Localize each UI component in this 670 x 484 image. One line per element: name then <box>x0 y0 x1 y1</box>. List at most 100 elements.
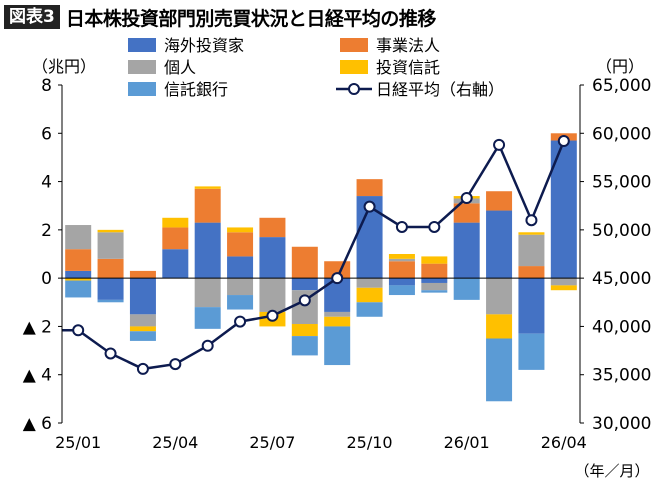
bar-1-13 <box>486 191 513 211</box>
legend-label-4: 信託銀行 <box>164 80 228 99</box>
bar-1-12 <box>453 203 480 223</box>
bar-0-13 <box>486 210 513 279</box>
bar-0-11 <box>421 278 448 283</box>
nikkei-point-12 <box>460 191 473 204</box>
x-tick-label-3: 25/10 <box>347 433 393 452</box>
legend-swatch-0 <box>128 38 156 52</box>
bar-4-7 <box>291 336 318 356</box>
bar-4-1 <box>97 299 124 303</box>
bar-1-11 <box>421 263 448 279</box>
bar-3-2 <box>129 326 156 332</box>
bar-3-10 <box>388 254 415 259</box>
left-tick-label-6: ▲ 4 <box>23 366 52 386</box>
bar-4-2 <box>129 331 156 341</box>
bar-4-11 <box>421 290 448 293</box>
legend-label-5: 日経平均（右軸） <box>376 80 504 99</box>
bar-2-4 <box>194 278 221 308</box>
x-tick-label-5: 26/04 <box>541 433 587 452</box>
bar-3-8 <box>324 316 351 327</box>
bar-4-13 <box>486 338 513 402</box>
nikkei-line <box>62 135 570 375</box>
legend-label-1: 事業法人 <box>376 36 440 55</box>
title-text: 日本株投資部門別売買状況と日経平均の推移 <box>65 7 437 30</box>
right-tick-label-5: 40,000 <box>592 317 651 337</box>
legend-swatch-4 <box>128 82 156 96</box>
left-axis-unit: （兆円） <box>32 57 96 76</box>
bar-0-0 <box>65 270 92 279</box>
right-tick-label-6: 35,000 <box>592 366 651 386</box>
bar-0-7 <box>291 278 318 291</box>
bars <box>65 133 577 402</box>
bar-3-7 <box>291 324 318 337</box>
bar-4-10 <box>388 285 415 296</box>
left-tick-label-0: 8 <box>41 76 52 96</box>
legend-label-0: 海外投資家 <box>164 36 244 55</box>
bar-0-4 <box>194 222 221 279</box>
bar-0-2 <box>129 278 156 315</box>
bar-3-11 <box>421 256 448 264</box>
bar-0-3 <box>162 249 189 279</box>
bar-4-4 <box>194 307 221 329</box>
bar-3-9 <box>356 287 383 303</box>
bar-0-12 <box>453 222 480 279</box>
left-tick-label-5: ▲ 2 <box>23 317 52 337</box>
x-tick-label-1: 25/04 <box>152 433 198 452</box>
figure-label: 図表3 <box>4 5 60 29</box>
bar-3-15 <box>550 285 577 291</box>
bar-4-8 <box>324 326 351 366</box>
bar-1-3 <box>162 227 189 250</box>
bar-3-4 <box>194 186 221 189</box>
nikkei-point-5 <box>234 315 247 328</box>
nikkei-point-0 <box>72 324 85 337</box>
bar-1-14 <box>518 266 545 279</box>
bar-4-5 <box>227 295 254 310</box>
left-tick-label-7: ▲ 6 <box>23 414 52 434</box>
bar-2-5 <box>227 278 254 296</box>
nikkei-point-7 <box>298 294 311 307</box>
legend-swatch-2 <box>128 60 156 74</box>
bar-4-12 <box>453 278 480 300</box>
legend-swatch-3 <box>340 60 368 74</box>
bar-0-5 <box>227 256 254 279</box>
bar-1-6 <box>259 217 286 238</box>
legend-swatch-1 <box>340 38 368 52</box>
nikkei-point-1 <box>104 347 117 360</box>
nikkei-point-10 <box>395 220 408 233</box>
nikkei-point-8 <box>331 272 344 285</box>
bar-2-9 <box>356 278 383 288</box>
nikkei-point-6 <box>266 309 279 322</box>
bar-2-6 <box>259 278 286 312</box>
nikkei-point-11 <box>428 220 441 233</box>
right-tick-label-2: 55,000 <box>592 173 651 193</box>
bar-1-4 <box>194 188 221 223</box>
bar-2-8 <box>324 311 351 317</box>
bar-3-13 <box>486 314 513 339</box>
bar-2-1 <box>97 232 124 259</box>
left-tick-label-2: 4 <box>41 173 52 193</box>
bar-0-1 <box>97 278 124 300</box>
bar-2-13 <box>486 278 513 315</box>
right-tick-label-4: 45,000 <box>592 269 651 289</box>
chart-title: 図表3 日本株投資部門別売買状況と日経平均の推移 <box>4 4 436 30</box>
right-tick-label-7: 30,000 <box>592 414 651 434</box>
left-tick-label-1: 6 <box>41 124 52 144</box>
nikkei-point-4 <box>201 339 214 352</box>
bar-2-0 <box>65 225 92 250</box>
bar-3-1 <box>97 229 124 233</box>
bar-3-0 <box>65 278 92 281</box>
axes: 8 6 4 2 0 ▲ 2 ▲ 4 ▲ 6 65,000 60,000 55,000 50,000 45… <box>23 57 652 480</box>
bar-1-0 <box>65 249 92 271</box>
nikkei-point-14 <box>525 214 538 227</box>
bar-2-11 <box>421 282 448 291</box>
bar-2-2 <box>129 314 156 327</box>
bar-1-10 <box>388 261 415 279</box>
nikkei-point-15 <box>557 135 570 148</box>
right-tick-label-3: 50,000 <box>592 221 651 241</box>
bar-2-14 <box>518 234 545 267</box>
x-tick-label-4: 26/01 <box>444 433 490 452</box>
legend-marker-5 <box>348 83 360 95</box>
right-tick-label-0: 65,000 <box>592 76 651 96</box>
nikkei-point-3 <box>169 358 182 371</box>
bar-2-15 <box>550 278 577 286</box>
bar-0-14 <box>518 278 545 334</box>
